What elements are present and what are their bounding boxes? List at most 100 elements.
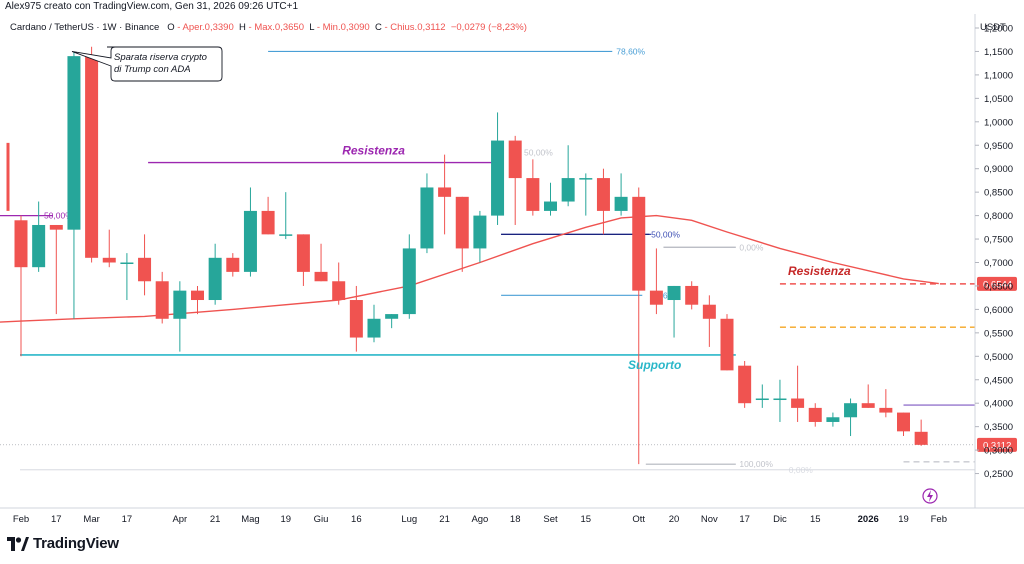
y-tick-label: 0,2500 (984, 469, 1013, 480)
price-chart[interactable]: 78,60% 50,00% 78,60% 50,00% 100,00% 0,00% 50,0… (0, 14, 1024, 528)
resistance-label-1: Resistenza (342, 144, 405, 158)
candle-body (808, 407, 822, 422)
high-label: H (239, 22, 246, 33)
candle-body (191, 290, 204, 301)
candle (861, 384, 875, 408)
candle (791, 365, 805, 422)
candle-body (314, 271, 328, 282)
candle (155, 271, 169, 324)
y-tick-label: 0,7000 (984, 258, 1013, 269)
candle (455, 196, 469, 272)
y-tick-label: 0,4500 (984, 375, 1013, 386)
fib-label: 0,00% (739, 242, 764, 252)
y-tick-label: 0,5000 (984, 352, 1013, 363)
callout-text-1: Sparata riserva crypto (114, 52, 207, 63)
y-tick-label: 0,4000 (984, 399, 1013, 410)
candle (14, 215, 28, 357)
x-tick-label: 18 (510, 514, 521, 525)
y-tick-label: 0,8500 (984, 188, 1013, 199)
candle (755, 384, 769, 408)
candle (844, 398, 858, 437)
x-tick-label: Nov (701, 514, 718, 525)
candle (243, 187, 257, 277)
lightning-icon-bolt (927, 490, 933, 502)
candle (349, 285, 363, 352)
x-tick-label: 19 (280, 514, 291, 525)
candle (579, 173, 593, 216)
candle-body (243, 210, 257, 272)
candle (296, 234, 310, 286)
candle (897, 412, 910, 437)
candle (314, 243, 328, 282)
y-tick-label: 1,0500 (984, 94, 1013, 105)
candle (702, 295, 716, 347)
candle-body (349, 300, 363, 338)
x-tick-label: 17 (739, 514, 750, 525)
last-price-tag: 0,3112 (977, 437, 1017, 452)
candle-body (755, 398, 769, 401)
candle (261, 196, 275, 235)
x-tick-label: 21 (210, 514, 221, 525)
y-tick-label: 0,9000 (984, 164, 1013, 175)
candle (508, 135, 522, 225)
candle-body (720, 318, 734, 371)
callout-box (71, 46, 223, 82)
support-label: Supporto (628, 358, 681, 372)
chart-levels: 78,60% 50,00% 78,60% 50,00% 100,00% 0,00% 50,0… (0, 46, 975, 475)
candle (720, 314, 734, 371)
y-tick-label: 0,5500 (984, 328, 1013, 339)
open-label: O (167, 22, 175, 33)
candle (332, 262, 346, 305)
x-tick-label: Set (543, 514, 558, 525)
fib-label: 50,00% (651, 229, 680, 239)
candle (191, 285, 204, 315)
candle-body (279, 234, 293, 236)
fib-label: 50,00% (44, 211, 73, 221)
candle-body (614, 196, 628, 211)
candle (826, 412, 840, 427)
candle (667, 285, 681, 338)
candle-body (491, 140, 505, 216)
candle-body (826, 417, 840, 422)
x-tick-label: 20 (669, 514, 680, 525)
candle-body (67, 56, 81, 230)
x-tick-label: 17 (122, 514, 133, 525)
candle (632, 187, 646, 465)
candle (367, 304, 381, 343)
candle-body (14, 220, 28, 268)
candle (914, 419, 928, 446)
candle-body (32, 224, 46, 268)
candle-body (332, 281, 346, 301)
candle-body (367, 318, 381, 338)
resistance-price-tag-bg (977, 276, 1017, 291)
symbol-name: Cardano / TetherUS · 1W · Binance (10, 22, 160, 33)
tradingview-logo[interactable]: TradingView (7, 535, 119, 552)
callout-text-2: di Trump con ADA (114, 64, 191, 75)
candle-body (120, 262, 134, 264)
candle (808, 403, 822, 427)
x-tick-label: Dic (773, 514, 787, 525)
candle-body (844, 403, 858, 418)
last-price-tag-bg (977, 437, 1017, 452)
candle-body (420, 187, 434, 249)
candle-body (561, 178, 575, 202)
y-tick-label: 0,8000 (984, 211, 1013, 222)
y-tick-label: 0,9500 (984, 141, 1013, 152)
candle-body (208, 257, 222, 301)
resistance-price-tag-text: 0,6544 (983, 279, 1012, 290)
candle (561, 145, 575, 207)
moving-average (0, 214, 939, 323)
candle-body (667, 285, 681, 301)
candle-body (914, 431, 928, 445)
candle (85, 46, 99, 263)
candle-body (526, 178, 540, 211)
x-tick-label: Feb (931, 514, 947, 525)
candle-body (508, 140, 522, 179)
candle (49, 224, 63, 315)
candle (614, 173, 628, 216)
candle (208, 243, 222, 305)
currency-label: USDT (980, 22, 1006, 33)
candle (279, 192, 293, 240)
fib-label: 50,00% (524, 147, 553, 157)
